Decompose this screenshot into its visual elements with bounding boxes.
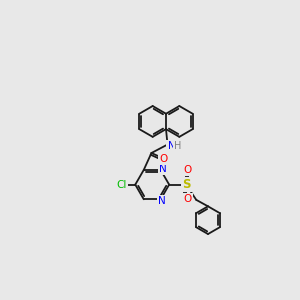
Text: O: O (184, 194, 192, 204)
Text: O: O (184, 165, 192, 176)
Text: Cl: Cl (116, 180, 127, 190)
Text: S: S (182, 178, 190, 191)
Text: O: O (159, 154, 167, 164)
Text: H: H (174, 141, 181, 151)
Text: N: N (167, 141, 175, 151)
Text: N: N (159, 164, 167, 174)
Text: N: N (158, 196, 166, 206)
